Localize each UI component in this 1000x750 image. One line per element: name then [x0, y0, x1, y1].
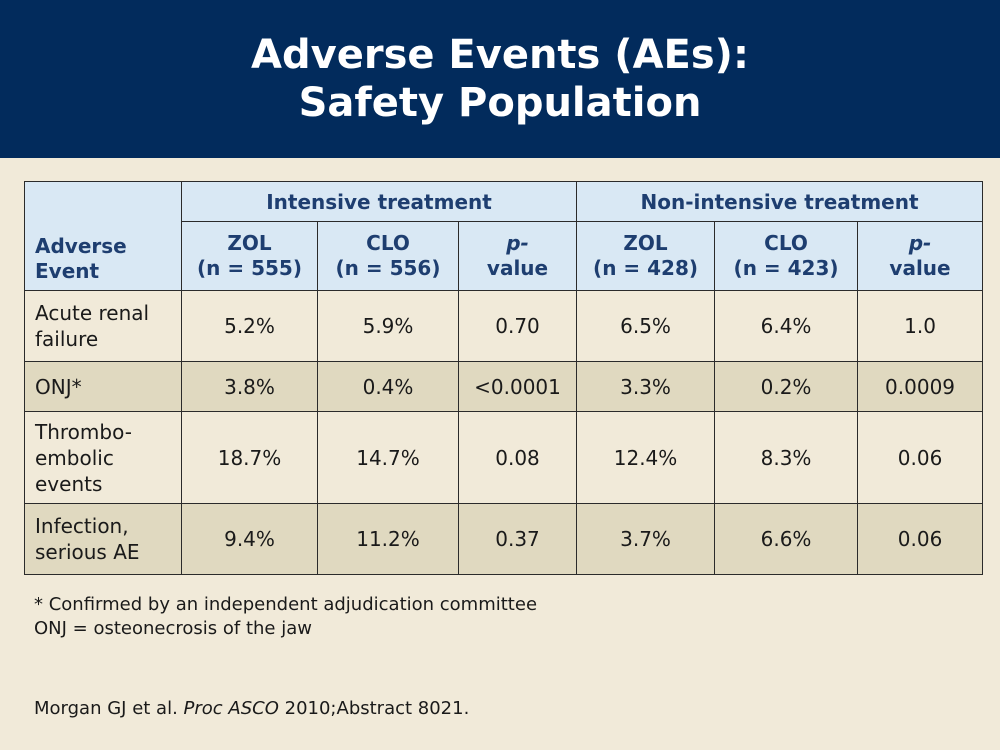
citation: Morgan GJ et al. Proc ASCO 2010;Abstract…	[34, 698, 469, 719]
table-cell: 3.8%	[181, 361, 318, 412]
table-cell: <0.0001	[457, 361, 578, 412]
citation-authors: Morgan GJ et al.	[34, 698, 184, 719]
column-header-line-1: ZOL	[227, 231, 272, 255]
column-header-line-2: (n = 556)	[335, 256, 441, 280]
table-cell: 3.3%	[576, 361, 716, 412]
row-label-line: Thrombo-	[35, 419, 132, 444]
column-header-line-2: (n = 423)	[733, 256, 839, 280]
table-cell: 0.0009	[857, 361, 984, 412]
column-header-line-1: CLO	[764, 231, 808, 255]
table-row: ONJ* 3.8% 0.4% <0.0001 3.3% 0.2% 0.0009	[24, 361, 984, 412]
corner-header-line-1: Adverse	[35, 234, 127, 258]
column-header-line-2: value	[889, 256, 951, 280]
row-label-line: serious AE	[35, 540, 140, 564]
row-label: Thrombo- embolic events	[24, 411, 182, 504]
footnotes: * Confirmed by an independent adjudicati…	[34, 593, 537, 641]
column-header: p- value	[457, 221, 578, 291]
column-header-line-2: (n = 555)	[197, 256, 302, 280]
table-cell: 5.9%	[317, 290, 459, 362]
table-cell: 0.08	[457, 411, 578, 504]
table-cell: 0.4%	[317, 361, 459, 412]
table-cell: 12.4%	[576, 411, 716, 504]
table-row: Thrombo- embolic events 18.7% 14.7% 0.08…	[24, 411, 984, 504]
table-cell: 6.5%	[576, 290, 716, 362]
row-label-line: events	[35, 471, 103, 496]
table-cell: 0.70	[457, 290, 578, 362]
group-header-intensive: Intensive treatment	[180, 181, 578, 222]
column-header-line-1: p-	[908, 231, 932, 255]
citation-details: 2010;Abstract 8021.	[278, 698, 470, 719]
table-row: Infection, serious AE 9.4% 11.2% 0.37 3.…	[24, 503, 984, 575]
table-row: Acute renal failure 5.2% 5.9% 0.70 6.5% …	[24, 290, 984, 362]
column-header: CLO (n = 423)	[714, 221, 859, 291]
table-cell: 0.2%	[714, 361, 859, 412]
column-header: ZOL (n = 428)	[576, 221, 716, 291]
footnote-asterisk: * Confirmed by an independent adjudicati…	[34, 594, 538, 615]
table-cell: 9.4%	[181, 503, 318, 575]
row-label-line: ONJ*	[35, 374, 82, 399]
row-label: Infection, serious AE	[24, 503, 182, 575]
group-header-non-intensive: Non-intensive treatment	[576, 181, 984, 222]
row-label-line: Acute renal	[35, 301, 150, 325]
table-cell: 8.3%	[714, 411, 859, 504]
adverse-events-table: Adverse Event Intensive treatment Non-in…	[24, 181, 984, 575]
title-banner: Adverse Events (AEs): Safety Population	[0, 0, 1000, 158]
table-cell: 1.0	[857, 290, 984, 362]
column-header-line-1: CLO	[366, 231, 410, 255]
column-header: ZOL (n = 555)	[181, 221, 318, 291]
slide-title-line-2: Safety Population	[298, 80, 702, 126]
column-header-line-2: value	[486, 256, 549, 280]
table-cell: 6.6%	[714, 503, 859, 575]
column-header-line-1: ZOL	[623, 231, 668, 255]
column-header-line-2: (n = 428)	[593, 256, 698, 280]
column-header-line-1: p-	[506, 231, 529, 255]
row-label-line: Infection,	[35, 514, 129, 538]
citation-journal: Proc ASCO	[183, 698, 279, 719]
corner-header: Adverse Event	[24, 181, 182, 291]
table-cell: 5.2%	[181, 290, 318, 362]
slide-title: Adverse Events (AEs): Safety Population	[251, 31, 749, 127]
row-label-line: embolic	[35, 445, 114, 470]
table-cell: 11.2%	[317, 503, 459, 575]
footnote-onj: ONJ = osteonecrosis of the jaw	[34, 618, 312, 639]
column-header: p- value	[857, 221, 984, 291]
table-cell: 0.06	[857, 503, 984, 575]
table-cell: 6.4%	[714, 290, 859, 362]
corner-header-line-2: Event	[35, 259, 100, 283]
table-cell: 18.7%	[181, 411, 318, 504]
table-cell: 0.06	[857, 411, 984, 504]
slide-title-line-1: Adverse Events (AEs):	[251, 32, 749, 78]
table-cell: 0.37	[457, 503, 578, 575]
row-label: ONJ*	[24, 361, 182, 412]
column-header: CLO (n = 556)	[317, 221, 459, 291]
table-cell: 3.7%	[576, 503, 716, 575]
row-label: Acute renal failure	[24, 290, 182, 362]
table-cell: 14.7%	[317, 411, 459, 504]
row-label-line: failure	[35, 327, 99, 351]
